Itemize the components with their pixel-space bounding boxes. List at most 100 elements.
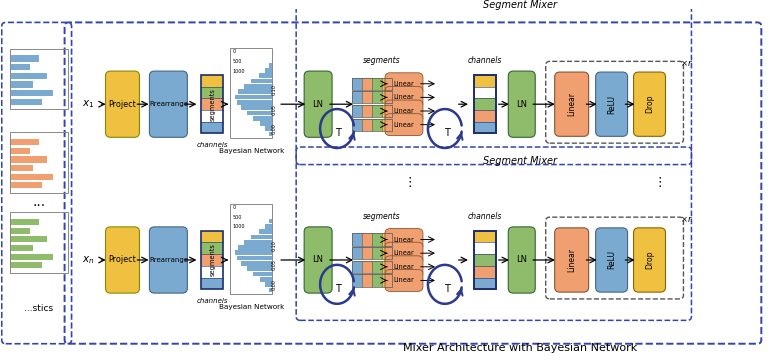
FancyBboxPatch shape: [149, 227, 187, 293]
Text: Linear: Linear: [393, 250, 414, 256]
Bar: [237, 100, 273, 105]
FancyBboxPatch shape: [596, 72, 628, 136]
Bar: [10, 212, 68, 273]
Text: Project: Project: [109, 256, 136, 265]
Text: Drop: Drop: [645, 95, 654, 113]
Text: Project: Project: [109, 100, 136, 109]
Bar: [474, 231, 496, 243]
Bar: [362, 261, 372, 273]
Text: 1000: 1000: [233, 224, 245, 229]
Text: segments: segments: [363, 56, 401, 65]
Bar: [352, 91, 392, 103]
Bar: [362, 247, 372, 259]
Text: $x_n$: $x_n$: [82, 254, 95, 266]
Bar: [10, 132, 68, 193]
Bar: [10, 245, 33, 251]
Text: 500: 500: [233, 59, 242, 64]
Bar: [244, 84, 273, 89]
FancyBboxPatch shape: [385, 229, 423, 251]
Bar: [246, 266, 273, 271]
Bar: [382, 118, 392, 131]
Text: Segment Mixer: Segment Mixer: [483, 156, 557, 166]
Bar: [253, 272, 273, 276]
Text: channels: channels: [467, 56, 502, 65]
Bar: [474, 266, 496, 278]
Bar: [238, 89, 273, 94]
Bar: [474, 75, 496, 87]
Text: Rrearrange: Rrearrange: [149, 101, 188, 107]
Bar: [362, 118, 372, 131]
Text: T: T: [335, 129, 341, 138]
Bar: [10, 99, 42, 105]
Bar: [352, 78, 392, 90]
Text: Linear: Linear: [567, 248, 576, 272]
Bar: [474, 110, 496, 122]
Bar: [382, 105, 392, 117]
Bar: [10, 55, 39, 62]
Text: 0: 0: [233, 49, 236, 54]
Text: Linear: Linear: [393, 278, 414, 283]
Bar: [201, 231, 223, 289]
Bar: [237, 256, 273, 260]
Bar: [259, 73, 273, 78]
Text: 0: 0: [233, 205, 236, 210]
Bar: [201, 75, 223, 87]
Bar: [10, 49, 68, 109]
Bar: [259, 229, 273, 234]
Text: $\times r$: $\times r$: [680, 58, 693, 68]
Bar: [10, 228, 30, 234]
Bar: [270, 219, 273, 223]
Bar: [10, 262, 42, 268]
Bar: [235, 95, 273, 99]
Bar: [474, 243, 496, 254]
Bar: [201, 87, 223, 98]
Bar: [372, 233, 382, 246]
Bar: [474, 75, 496, 134]
Bar: [253, 116, 273, 121]
Text: Mixer Architecture with Bayesian Network: Mixer Architecture with Bayesian Network: [403, 343, 637, 353]
FancyBboxPatch shape: [149, 71, 187, 137]
Bar: [241, 105, 273, 110]
Bar: [266, 282, 273, 287]
Bar: [10, 64, 30, 70]
Bar: [10, 156, 47, 163]
Bar: [10, 174, 53, 180]
Text: LN: LN: [313, 100, 323, 109]
Text: LN: LN: [313, 256, 323, 265]
FancyBboxPatch shape: [596, 228, 628, 292]
Text: 0.10: 0.10: [272, 240, 276, 251]
Bar: [474, 231, 496, 289]
Bar: [252, 235, 273, 239]
Text: Linear: Linear: [393, 122, 414, 128]
Bar: [201, 110, 223, 122]
Text: Linear: Linear: [393, 108, 414, 114]
Text: $x_1$: $x_1$: [82, 98, 95, 110]
Text: Bayesian Network: Bayesian Network: [219, 304, 284, 310]
Bar: [10, 253, 53, 260]
Bar: [372, 78, 382, 90]
Bar: [382, 274, 392, 287]
Text: ReLU: ReLU: [607, 95, 616, 114]
Bar: [244, 240, 273, 244]
Bar: [474, 98, 496, 110]
Bar: [362, 233, 372, 246]
Bar: [201, 243, 223, 254]
Bar: [352, 118, 362, 131]
Bar: [362, 274, 372, 287]
FancyBboxPatch shape: [304, 227, 332, 293]
Bar: [266, 126, 273, 131]
Text: segments: segments: [363, 212, 401, 221]
Bar: [352, 105, 362, 117]
Bar: [10, 165, 33, 171]
Bar: [372, 91, 382, 103]
Text: ...: ...: [32, 194, 45, 208]
Bar: [10, 90, 53, 96]
Text: segments: segments: [209, 244, 216, 276]
Text: 0.10: 0.10: [272, 84, 276, 95]
Bar: [362, 105, 372, 117]
Text: Drop: Drop: [645, 251, 654, 269]
Text: ...stics: ...stics: [24, 304, 53, 313]
Text: Linear: Linear: [567, 92, 576, 116]
Bar: [372, 247, 382, 259]
Text: Segment Mixer: Segment Mixer: [483, 0, 557, 10]
